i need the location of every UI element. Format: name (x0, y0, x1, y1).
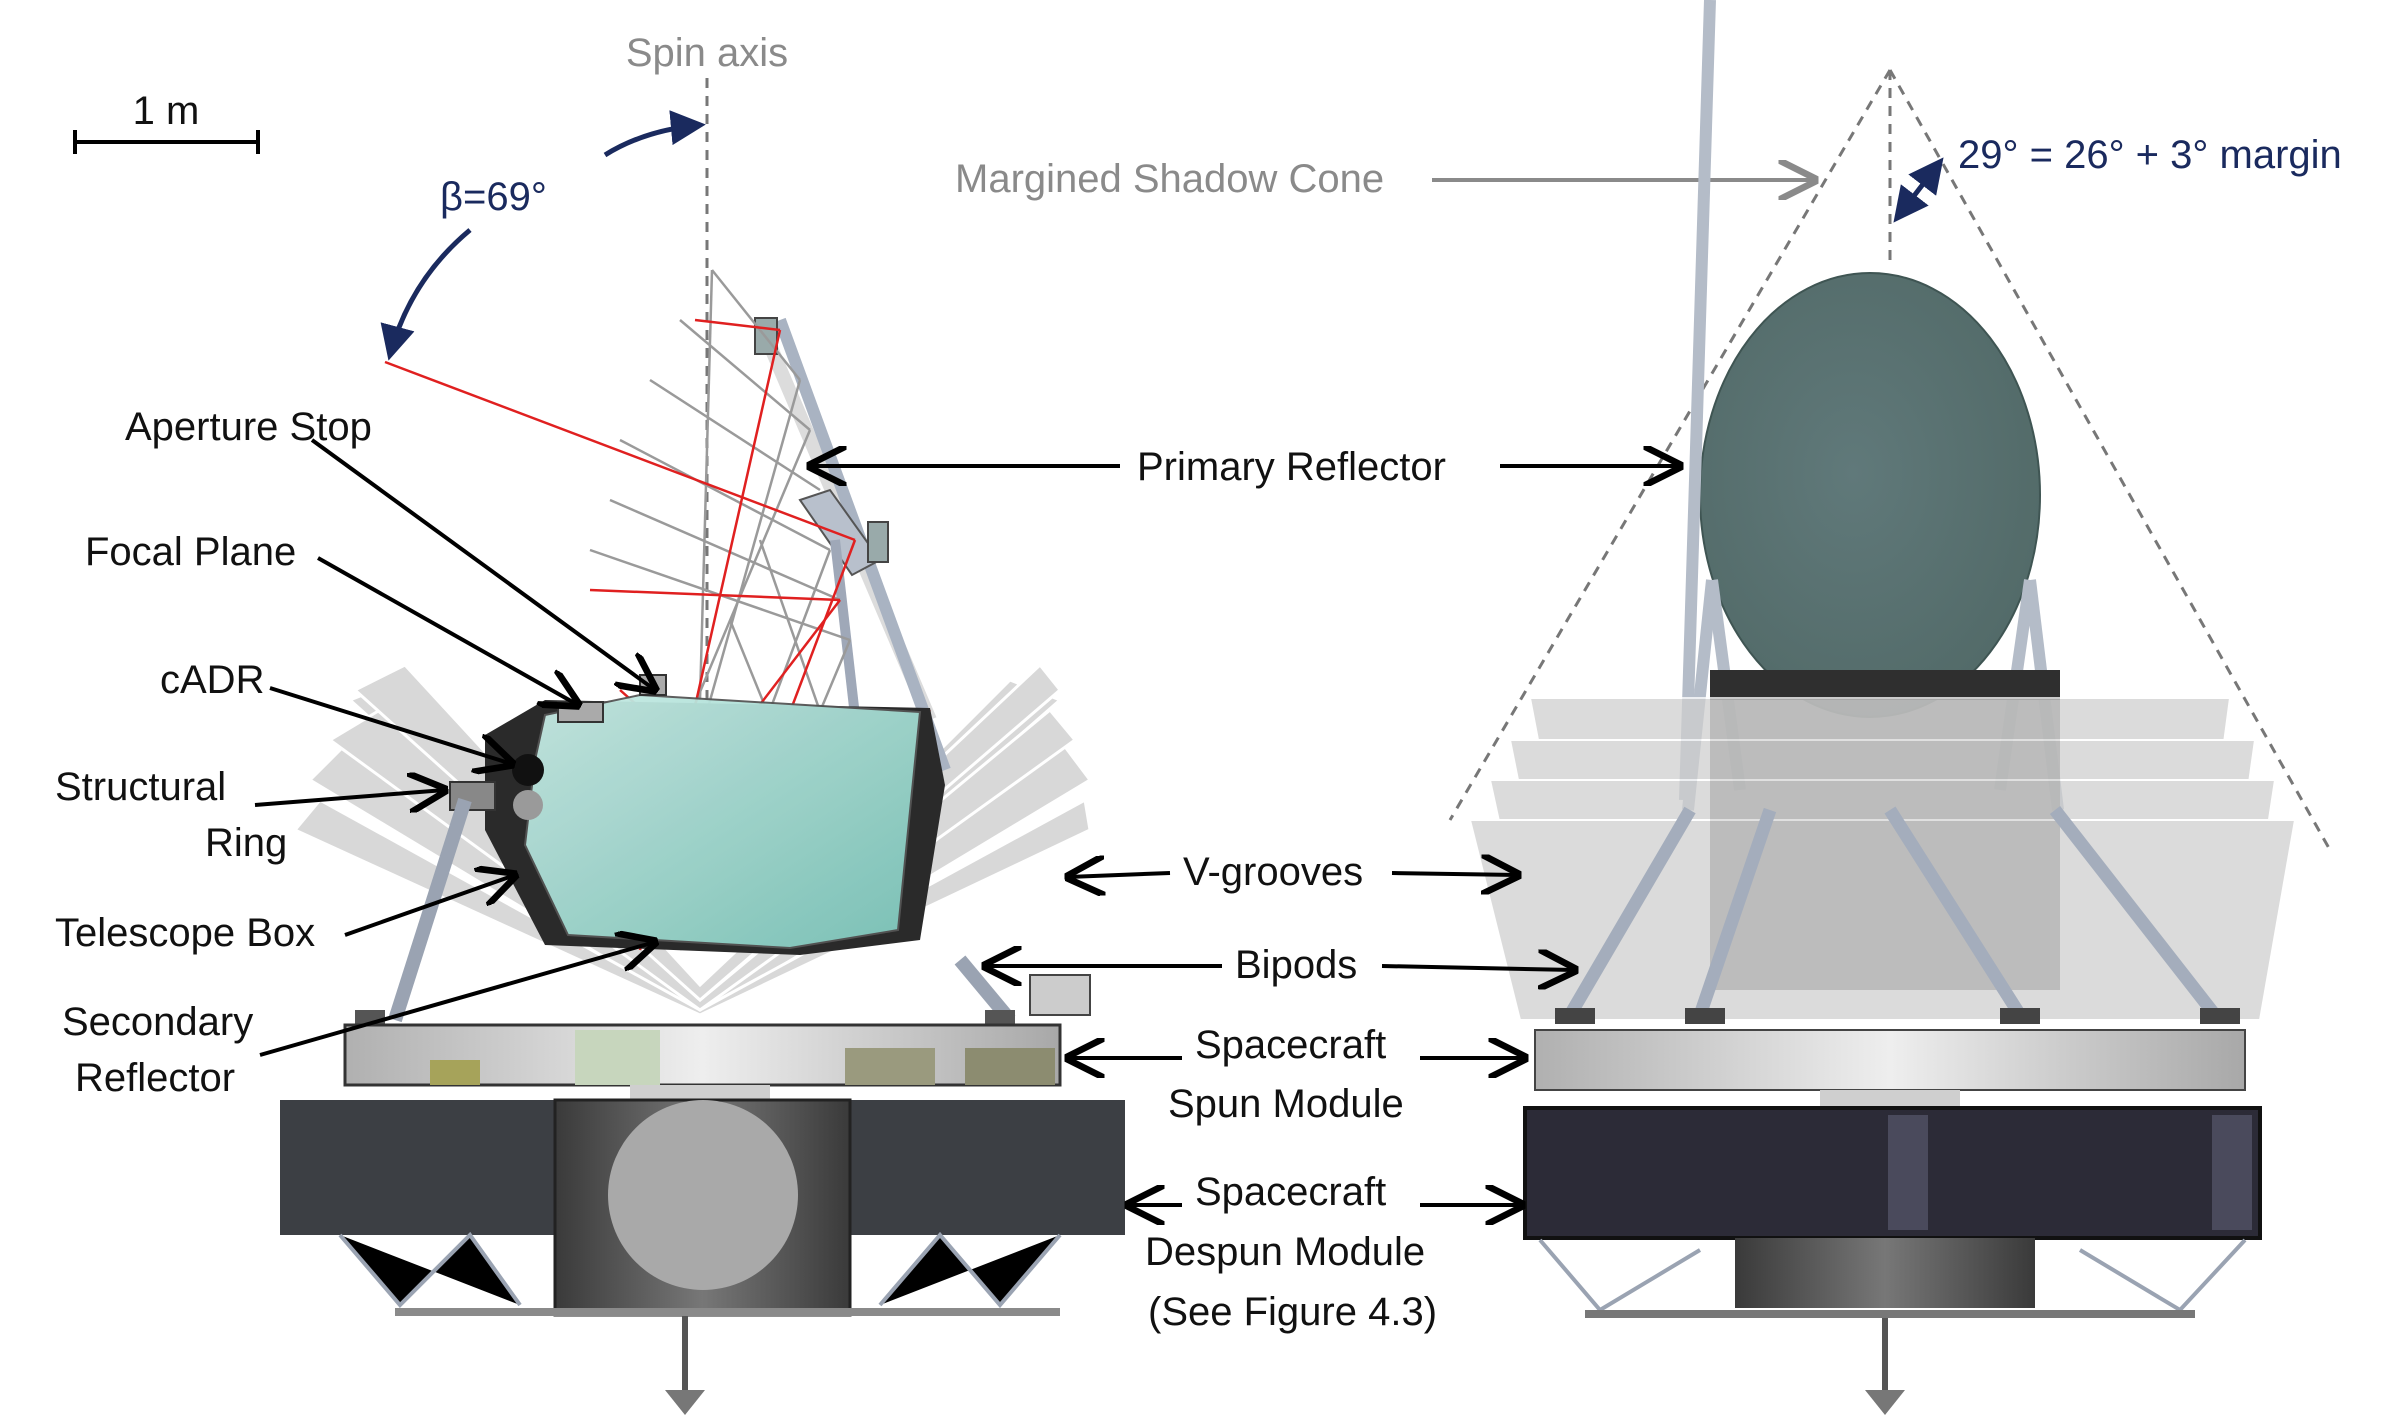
label-primary-reflector: Primary Reflector (1137, 445, 1446, 489)
scale-bar: 1 m (73, 89, 260, 154)
label-structural-ring-1: Structural (55, 765, 226, 809)
spin-axis-label: Spin axis (626, 31, 788, 75)
label-despun-module-3: (See Figure 4.3) (1148, 1290, 1437, 1334)
bipod-feet-right (1555, 1008, 2240, 1024)
despun-module-left (280, 1098, 1125, 1415)
beta-angle-label: β=69° (440, 175, 547, 219)
label-telescope-box: Telescope Box (55, 911, 315, 955)
label-focal-plane: Focal Plane (85, 530, 296, 574)
label-spun-module-2: Spun Module (1168, 1082, 1404, 1126)
label-despun-module-2: Despun Module (1145, 1230, 1425, 1274)
left-view: 1 m Spin axis β=69° (55, 31, 1125, 1415)
beta-arrow-lower (380, 228, 472, 361)
label-aperture-stop: Aperture Stop (125, 405, 372, 449)
telescope-box (449, 674, 945, 955)
right-view: Margined Shadow Cone 29° = 26° + 3° marg… (810, 0, 2342, 1415)
label-v-grooves: V-grooves (1183, 850, 1363, 894)
label-structural-ring-2: Ring (205, 821, 287, 865)
primary-reflector-dish (1699, 272, 2041, 718)
bipods-right (1564, 806, 2221, 1019)
cone-angle-arrow (1893, 157, 1944, 223)
dish-struts-right (1679, 0, 1716, 801)
label-secondary-reflector-2: Reflector (75, 1056, 235, 1100)
label-secondary-reflector-1: Secondary (62, 1000, 253, 1044)
despun-module-right (1523, 1106, 2262, 1415)
label-spun-module-1: Spacecraft (1195, 1023, 1386, 1067)
beta-arrow-upper (603, 110, 706, 158)
shadow-cone-label: Margined Shadow Cone (955, 157, 1384, 201)
spun-module-right (1534, 1029, 2246, 1091)
primary-reflector-side (753, 317, 951, 773)
label-despun-module-1: Spacecraft (1195, 1170, 1386, 1214)
cone-angle-label: 29° = 26° + 3° margin (1958, 133, 2342, 177)
spun-module-left (343, 1023, 1062, 1100)
label-cadr: cADR (160, 658, 264, 702)
scale-bar-label: 1 m (133, 89, 200, 133)
label-bipods: Bipods (1235, 943, 1357, 987)
v-grooves-left (292, 662, 1093, 1018)
